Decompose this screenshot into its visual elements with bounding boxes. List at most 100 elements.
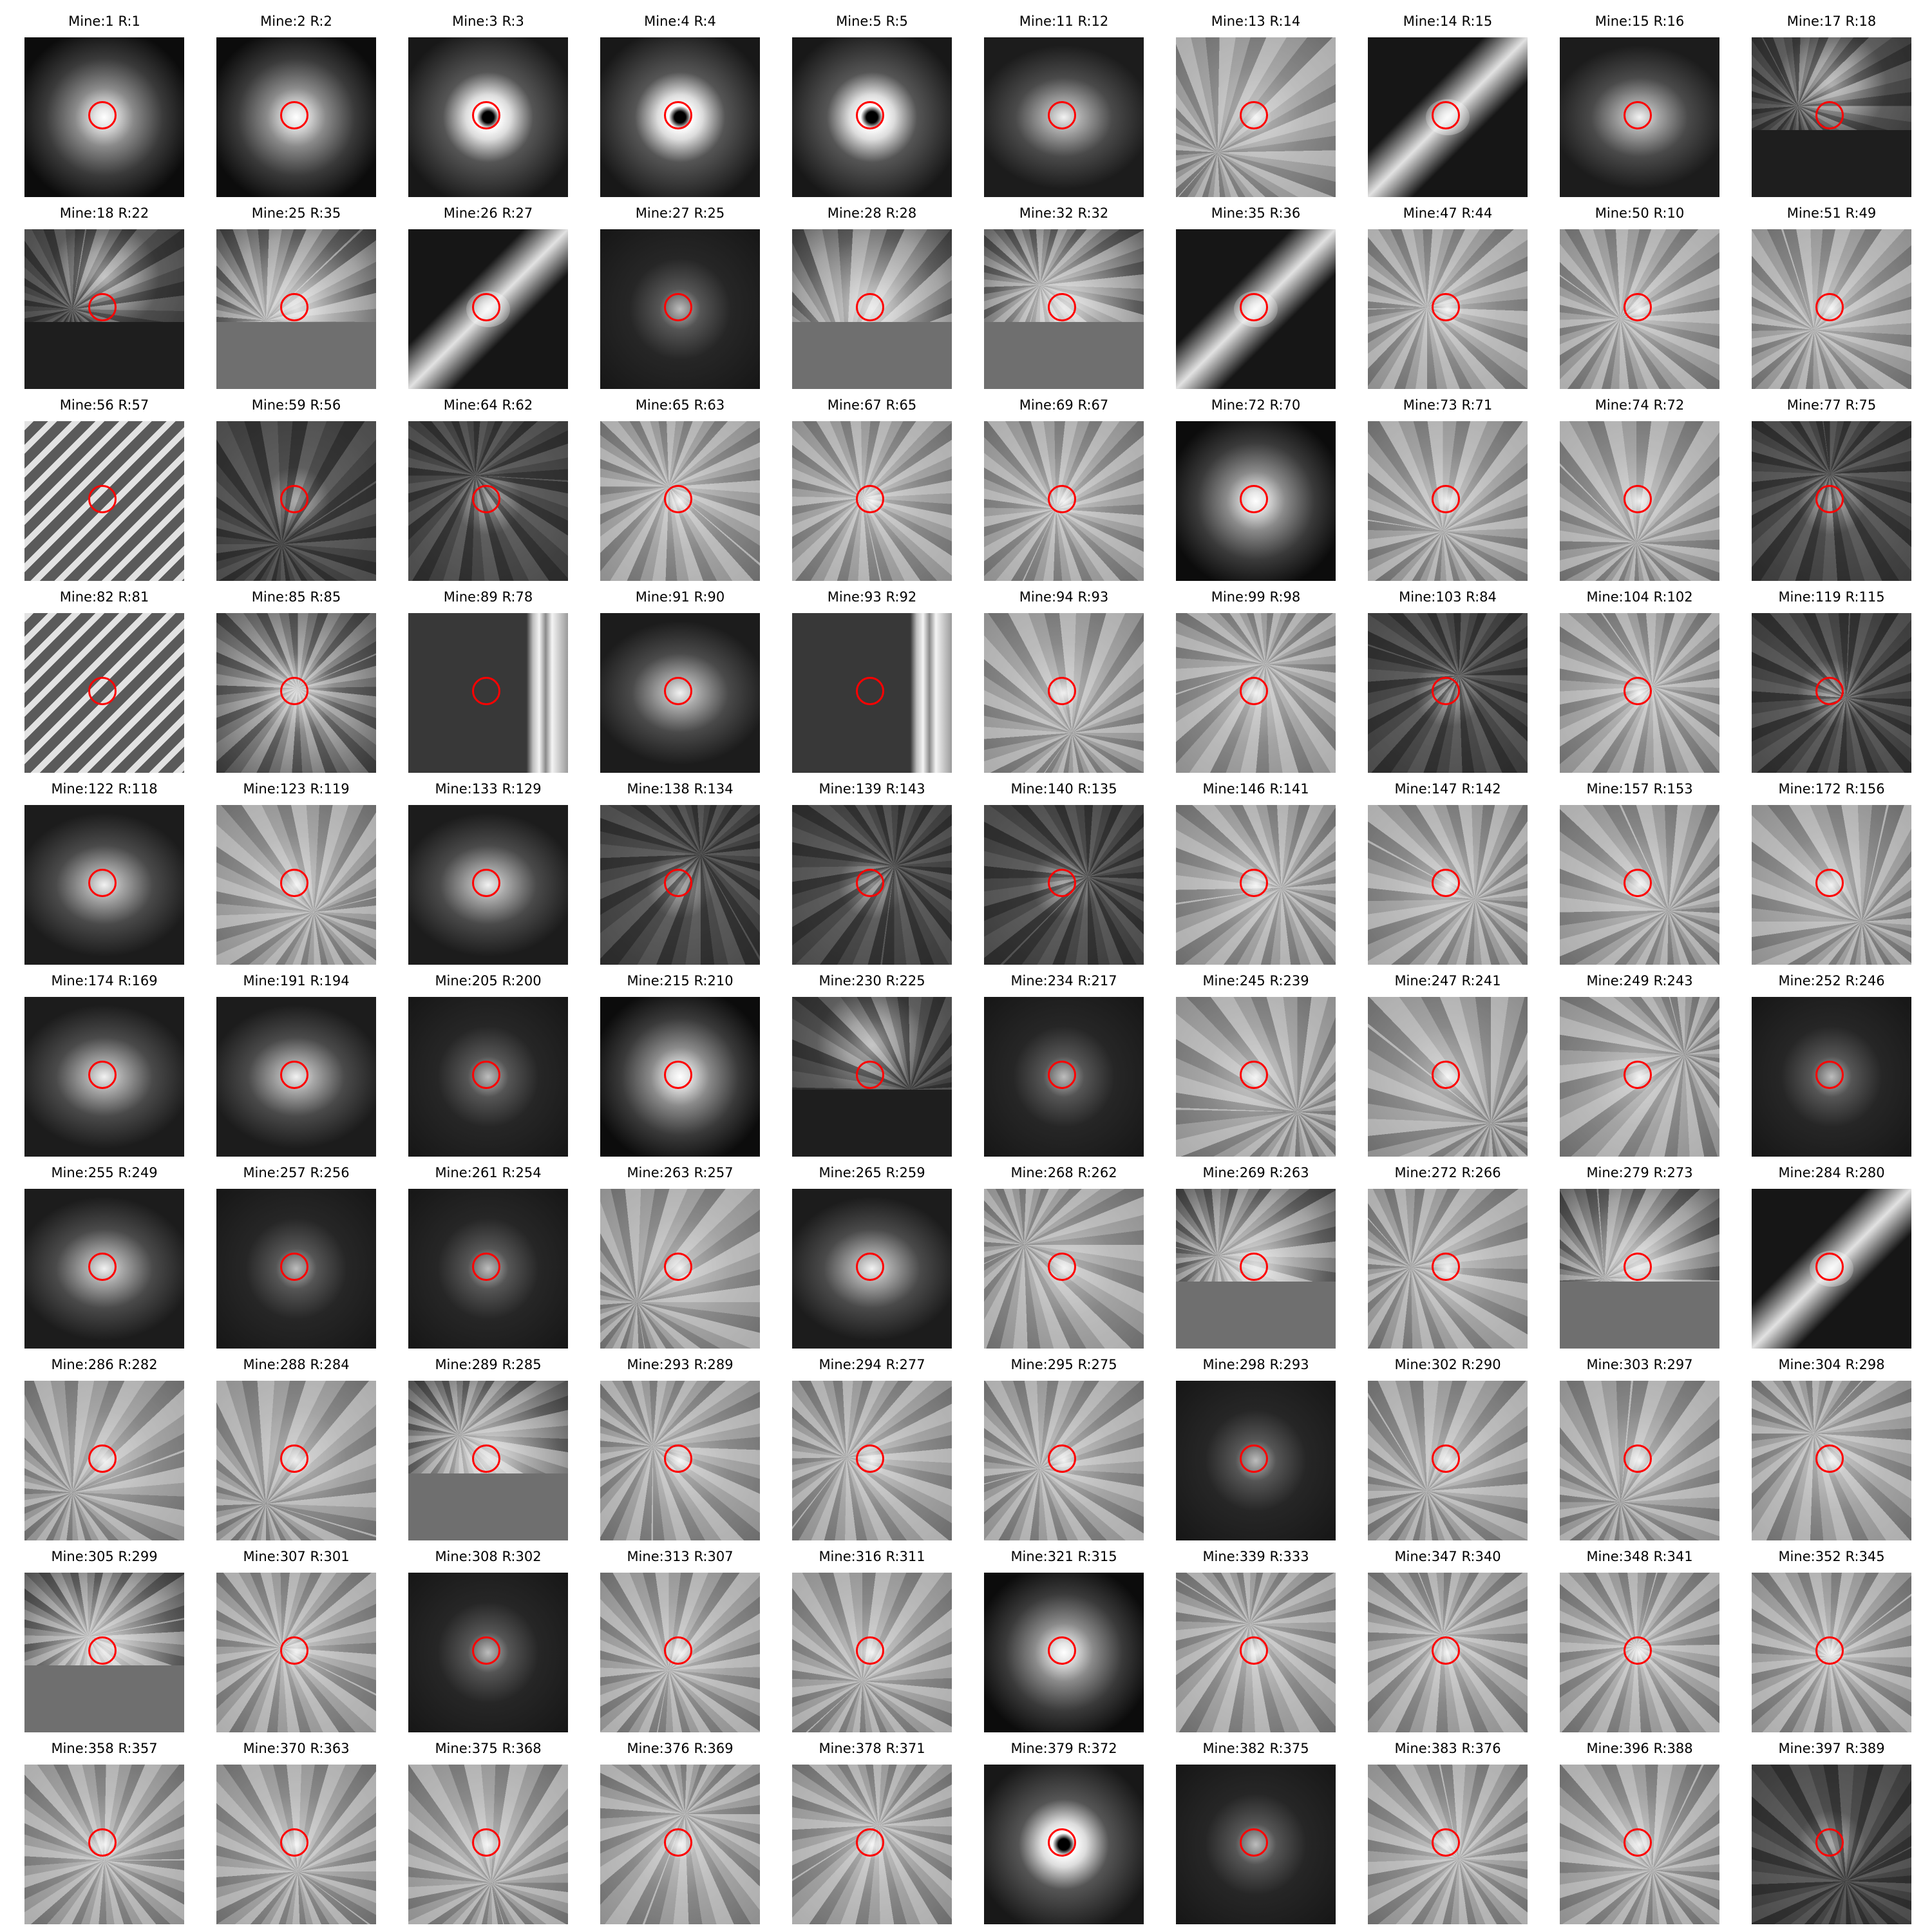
cutout-cell: Mine:396 R:388 (1560, 1740, 1719, 1924)
cutout-image (792, 229, 952, 389)
cutout-title: Mine:59 R:56 (251, 397, 341, 413)
cutout-image (1752, 997, 1911, 1157)
cutout-title: Mine:64 R:62 (443, 397, 533, 413)
cutout-image (216, 1765, 376, 1924)
target-circle-marker (856, 677, 884, 705)
cutout-title: Mine:3 R:3 (452, 14, 524, 29)
target-circle-marker (88, 485, 117, 513)
cutout-title: Mine:289 R:285 (435, 1357, 542, 1372)
cutout-title: Mine:28 R:28 (827, 205, 917, 221)
cutout-image (1752, 1765, 1911, 1924)
cutout-cell: Mine:284 R:280 (1752, 1164, 1911, 1349)
cutout-cell: Mine:25 R:35 (216, 205, 376, 389)
cutout-cell: Mine:302 R:290 (1368, 1356, 1528, 1540)
target-circle-marker (1432, 677, 1460, 705)
cutout-title: Mine:397 R:389 (1778, 1741, 1885, 1756)
cutout-title: Mine:119 R:115 (1778, 589, 1885, 605)
cutout-cell: Mine:295 R:275 (984, 1356, 1144, 1540)
cutout-cell: Mine:69 R:67 (984, 397, 1144, 581)
cutout-title: Mine:17 R:18 (1786, 14, 1877, 29)
cutout-title: Mine:13 R:14 (1211, 14, 1301, 29)
cutout-image (1368, 613, 1528, 773)
target-circle-marker (1815, 101, 1844, 129)
cutout-image (1176, 997, 1336, 1157)
cutout-title: Mine:1 R:1 (68, 14, 140, 29)
cutout-image (216, 229, 376, 389)
target-circle-marker (1815, 1253, 1844, 1281)
cutout-cell: Mine:26 R:27 (408, 205, 568, 389)
cutout-image (24, 613, 184, 773)
cutout-image (984, 805, 1144, 965)
cutout-title: Mine:133 R:129 (435, 781, 542, 797)
target-circle-marker (856, 1828, 884, 1857)
cutout-title: Mine:2 R:2 (260, 14, 332, 29)
target-circle-marker (856, 1444, 884, 1473)
cutout-image (1752, 1573, 1911, 1732)
target-circle-marker (1815, 1061, 1844, 1089)
cutout-title: Mine:103 R:84 (1399, 589, 1497, 605)
cutout-image (1752, 37, 1911, 197)
cutout-title: Mine:261 R:254 (435, 1165, 542, 1180)
cutout-title: Mine:255 R:249 (51, 1165, 158, 1180)
cutout-image (408, 997, 568, 1157)
target-circle-marker (1048, 1444, 1076, 1473)
cutout-title: Mine:376 R:369 (627, 1741, 734, 1756)
cutout-cell: Mine:72 R:70 (1176, 397, 1336, 581)
cutout-cell: Mine:279 R:273 (1560, 1164, 1719, 1349)
cutout-image (1752, 805, 1911, 965)
target-circle-marker (1432, 1061, 1460, 1089)
cutout-cell: Mine:286 R:282 (24, 1356, 184, 1540)
cutout-cell: Mine:138 R:134 (600, 781, 760, 965)
cutout-cell: Mine:339 R:333 (1176, 1548, 1336, 1732)
cutout-cell: Mine:56 R:57 (24, 397, 184, 581)
cutout-cell: Mine:230 R:225 (792, 972, 952, 1157)
target-circle-marker (856, 1253, 884, 1281)
cutout-image (600, 421, 760, 581)
cutout-title: Mine:4 R:4 (644, 14, 716, 29)
cutout-cell: Mine:288 R:284 (216, 1356, 376, 1540)
target-circle-marker (1048, 677, 1076, 705)
target-circle-marker (88, 677, 117, 705)
cutout-cell: Mine:89 R:78 (408, 589, 568, 773)
cutout-cell: Mine:133 R:129 (408, 781, 568, 965)
cutout-image (1176, 1573, 1336, 1732)
cutout-cell: Mine:375 R:368 (408, 1740, 568, 1924)
cutout-image (1368, 1765, 1528, 1924)
cutout-title: Mine:257 R:256 (243, 1165, 350, 1180)
cutout-cell: Mine:245 R:239 (1176, 972, 1336, 1157)
target-circle-marker (1624, 1444, 1652, 1473)
cutout-cell: Mine:307 R:301 (216, 1548, 376, 1732)
cutout-cell: Mine:93 R:92 (792, 589, 952, 773)
cutout-cell: Mine:28 R:28 (792, 205, 952, 389)
target-circle-marker (1432, 1828, 1460, 1857)
target-circle-marker (280, 485, 308, 513)
cutout-title: Mine:147 R:142 (1394, 781, 1501, 797)
cutout-cell: Mine:51 R:49 (1752, 205, 1911, 389)
cutout-title: Mine:321 R:315 (1010, 1549, 1117, 1564)
cutout-image (24, 1381, 184, 1540)
target-circle-marker (1624, 1828, 1652, 1857)
cutout-cell: Mine:397 R:389 (1752, 1740, 1911, 1924)
target-circle-marker (1432, 1253, 1460, 1281)
cutout-title: Mine:302 R:290 (1394, 1357, 1501, 1372)
target-circle-marker (664, 1253, 692, 1281)
cutout-image (984, 37, 1144, 197)
target-circle-marker (88, 1444, 117, 1473)
target-circle-marker (472, 101, 500, 129)
target-circle-marker (280, 293, 308, 321)
cutout-cell: Mine:139 R:143 (792, 781, 952, 965)
cutout-cell: Mine:191 R:194 (216, 972, 376, 1157)
target-circle-marker (280, 101, 308, 129)
cutout-image (216, 805, 376, 965)
cutout-image (1560, 1189, 1719, 1349)
cutout-title: Mine:172 R:156 (1778, 781, 1885, 797)
cutout-image (792, 1765, 952, 1924)
cutout-cell: Mine:172 R:156 (1752, 781, 1911, 965)
target-circle-marker (1048, 1253, 1076, 1281)
target-circle-marker (1624, 677, 1652, 705)
cutout-cell: Mine:261 R:254 (408, 1164, 568, 1349)
target-circle-marker (1240, 1061, 1268, 1089)
cutout-image (216, 37, 376, 197)
cutout-image (984, 997, 1144, 1157)
cutout-image (24, 37, 184, 197)
